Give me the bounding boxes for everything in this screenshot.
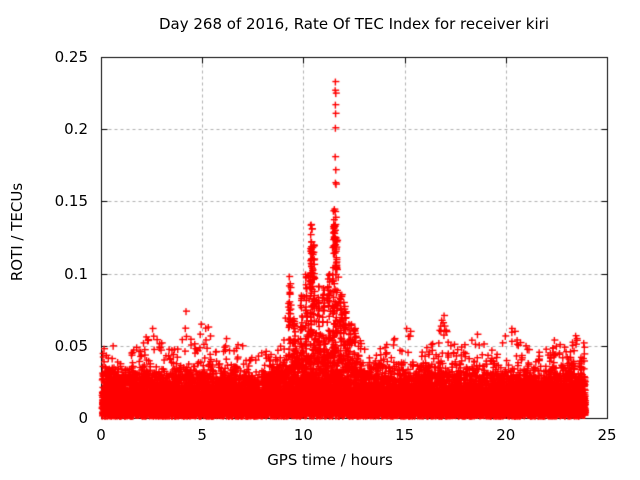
y-tick-label: 0.25	[54, 48, 88, 66]
y-tick-label: 0.2	[64, 120, 88, 139]
y-tick-label: 0.05	[54, 336, 88, 355]
x-tick-label: 0	[96, 426, 106, 444]
x-axis-label: GPS time / hours	[267, 451, 393, 469]
y-tick-label: 0	[78, 409, 88, 427]
chart-title: Day 268 of 2016, Rate Of TEC Index for r…	[158, 15, 549, 33]
y-axis-label: ROTI / TECUs	[8, 182, 26, 282]
x-tick-label: 15	[395, 426, 415, 444]
y-tick-label: 0.1	[64, 264, 88, 283]
x-tick-label: 5	[197, 426, 207, 444]
y-tick-label: 0.15	[54, 192, 88, 211]
x-tick-label: 20	[496, 426, 516, 444]
x-tick-label: 10	[293, 426, 313, 444]
x-tick-label: 25	[597, 426, 617, 444]
